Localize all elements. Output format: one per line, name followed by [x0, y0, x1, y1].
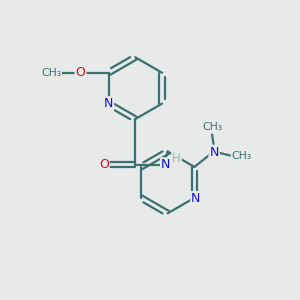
- Text: O: O: [76, 66, 85, 79]
- Text: N: N: [191, 192, 201, 205]
- Text: CH₃: CH₃: [232, 151, 252, 161]
- Text: N: N: [209, 146, 219, 159]
- Text: O: O: [99, 158, 109, 171]
- Text: CH₃: CH₃: [41, 68, 61, 78]
- Text: N: N: [161, 158, 170, 171]
- Text: CH₃: CH₃: [202, 122, 222, 132]
- Text: N: N: [104, 97, 113, 110]
- Text: H: H: [172, 152, 181, 165]
